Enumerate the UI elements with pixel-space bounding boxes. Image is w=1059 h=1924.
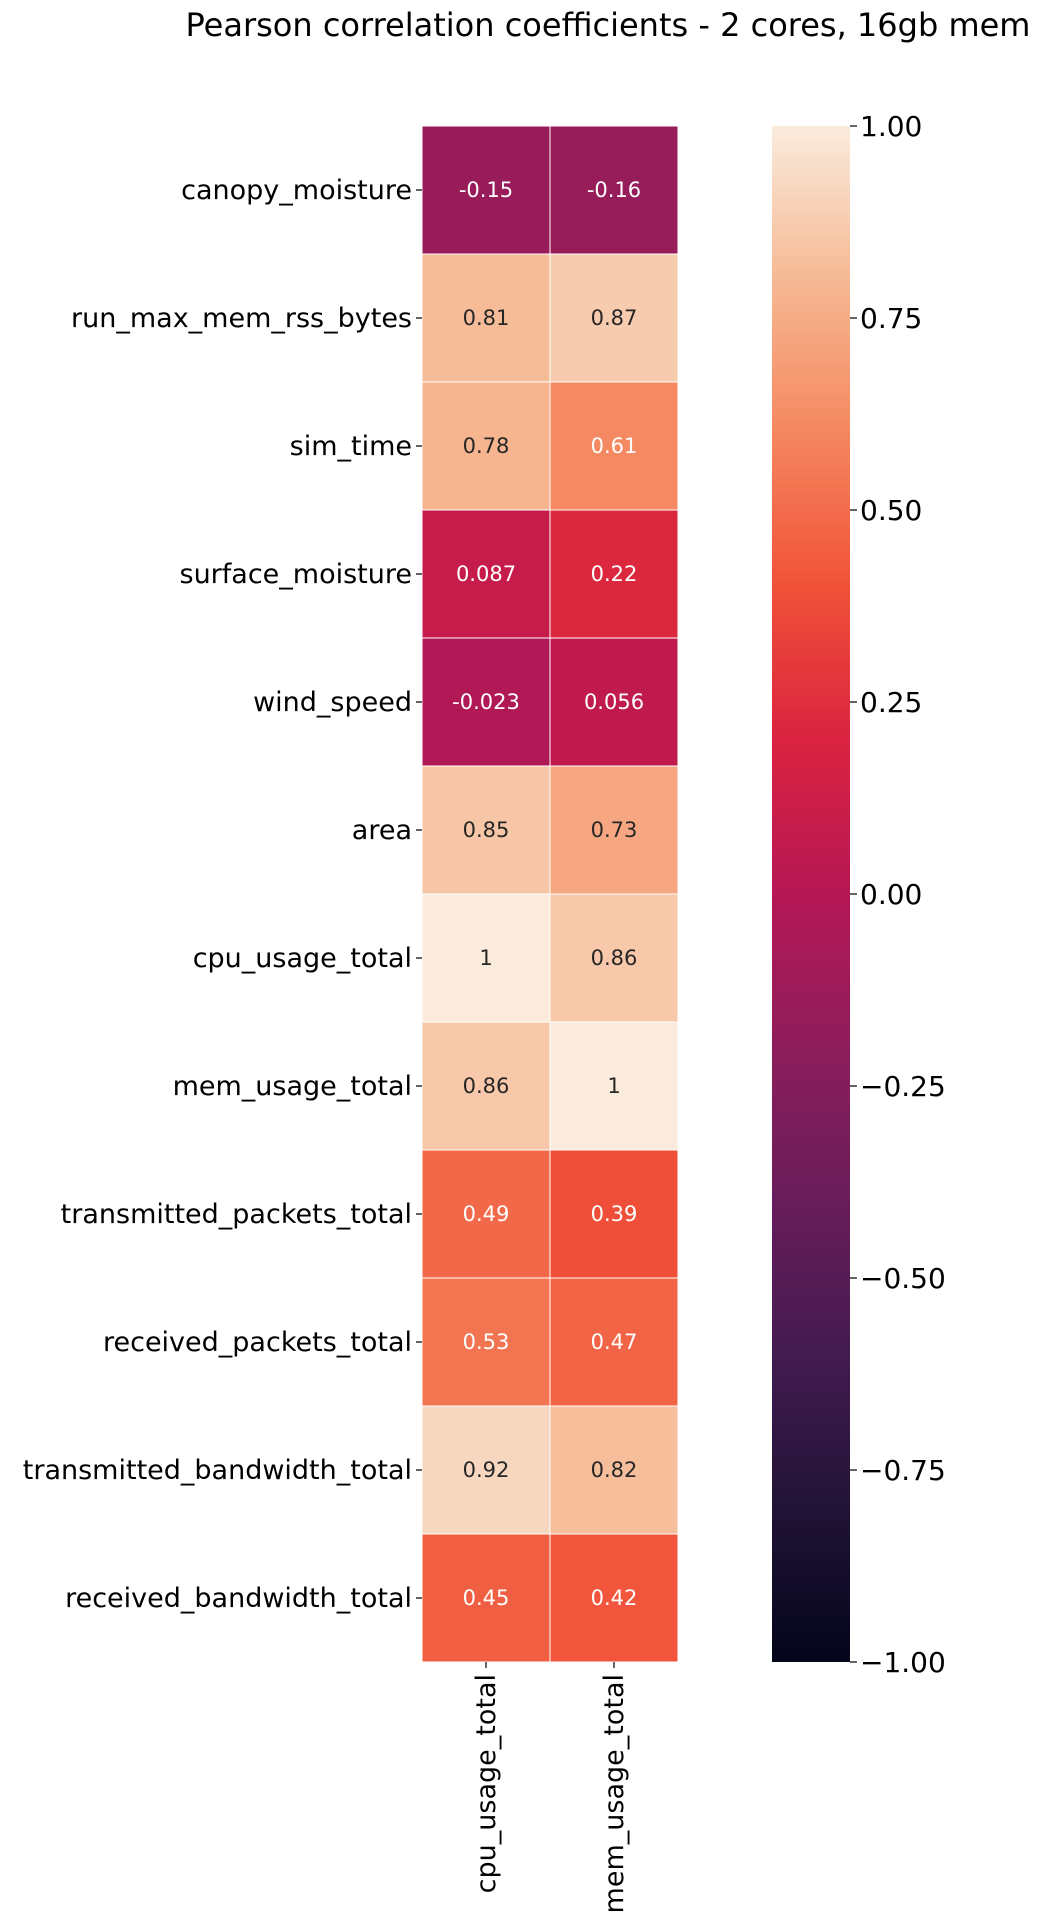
- cell-value-label: 0.42: [591, 1586, 638, 1610]
- heatmap-cell: [421, 381, 551, 511]
- heatmap-cell: [421, 1405, 551, 1535]
- cell-value-label: 0.47: [591, 1330, 638, 1354]
- cell-value-label: 0.85: [463, 818, 510, 842]
- row-label: canopy_moisture: [181, 175, 412, 206]
- cell-value-label: 0.49: [463, 1202, 510, 1226]
- cell-value-label: 0.45: [463, 1586, 510, 1610]
- column-label: cpu_usage_total: [471, 1674, 502, 1893]
- cell-value-label: 0.81: [463, 306, 510, 330]
- heatmap-cell: [549, 1021, 679, 1151]
- heatmap-cell: [421, 1149, 551, 1279]
- cell-value-label: 0.73: [591, 818, 638, 842]
- column-label: mem_usage_total: [599, 1674, 630, 1913]
- column-labels: cpu_usage_total mem_usage_total: [471, 1662, 630, 1913]
- cell-value-label: 0.53: [463, 1330, 510, 1354]
- heatmap-cell: [549, 125, 679, 255]
- cell-value-label: 0.056: [584, 690, 644, 714]
- cell-value-label: -0.15: [459, 178, 513, 202]
- heatmap-cells: -0.15 -0.16 0.81 0.87 0.78 0.61 0.087 0.22 -0.02…: [421, 125, 679, 1663]
- colorbar-tick-label: −1.00: [860, 1646, 946, 1679]
- cell-value-label: 0.92: [463, 1458, 510, 1482]
- row-label: sim_time: [290, 431, 412, 462]
- cell-value-label: 1: [479, 946, 492, 970]
- heatmap-cell: [421, 1021, 551, 1151]
- heatmap-cell: [549, 381, 679, 511]
- heatmap-cell: [549, 1277, 679, 1407]
- row-label: area: [352, 815, 412, 846]
- cell-value-label: 0.22: [591, 562, 638, 586]
- heatmap-cell: [421, 893, 551, 1023]
- cell-value-label: 0.78: [463, 434, 510, 458]
- colorbar-tick-label: −0.25: [860, 1070, 946, 1103]
- colorbar: 1.00 0.75 0.50 0.25 0.00 −0.25 −0.50 −0.75 −1.00: [772, 110, 946, 1679]
- colorbar-tick-label: 0.50: [860, 494, 922, 527]
- heatmap-cell: [549, 1149, 679, 1279]
- cell-value-label: 0.86: [591, 946, 638, 970]
- colorbar-tick-label: −0.75: [860, 1454, 946, 1487]
- colorbar-tick-label: 0.25: [860, 686, 922, 719]
- heatmap-cell: [549, 765, 679, 895]
- chart-title: Pearson correlation coefficients - 2 cor…: [186, 6, 1031, 44]
- heatmap-cell: [549, 1533, 679, 1663]
- colorbar-tick-label: 0.75: [860, 302, 922, 335]
- cell-value-label: -0.16: [587, 178, 641, 202]
- cell-value-label: 0.087: [456, 562, 516, 586]
- colorbar-tick-label: −0.50: [860, 1262, 946, 1295]
- heatmap-cell: [549, 1405, 679, 1535]
- row-label: cpu_usage_total: [193, 943, 412, 974]
- row-label: transmitted_bandwidth_total: [23, 1455, 412, 1486]
- heatmap-cell: [549, 637, 679, 767]
- heatmap-cell: [421, 253, 551, 383]
- cell-value-label: 0.82: [591, 1458, 638, 1482]
- cell-value-label: -0.023: [452, 690, 520, 714]
- heatmap-cell: [421, 1533, 551, 1663]
- row-labels: canopy_moisture run_max_mem_rss_bytes sim_…: [23, 175, 422, 1614]
- row-label: surface_moisture: [180, 559, 413, 590]
- colorbar-tick-label: 1.00: [860, 110, 922, 143]
- row-label: mem_usage_total: [173, 1071, 412, 1102]
- row-label: transmitted_packets_total: [61, 1199, 412, 1230]
- row-label: wind_speed: [253, 687, 412, 718]
- colorbar-tick-label: 0.00: [860, 878, 922, 911]
- heatmap-cell: [549, 893, 679, 1023]
- cell-value-label: 0.86: [463, 1074, 510, 1098]
- heatmap-cell: [421, 125, 551, 255]
- colorbar-gradient: [772, 126, 850, 1662]
- row-label: received_packets_total: [103, 1327, 412, 1358]
- cell-value-label: 0.39: [591, 1202, 638, 1226]
- heatmap-cell: [549, 253, 679, 383]
- row-label: received_bandwidth_total: [65, 1583, 412, 1614]
- cell-value-label: 1: [607, 1074, 620, 1098]
- heatmap-cell: [421, 1277, 551, 1407]
- heatmap-cell: [549, 509, 679, 639]
- row-label: run_max_mem_rss_bytes: [71, 303, 412, 334]
- cell-value-label: 0.61: [591, 434, 638, 458]
- cell-value-label: 0.87: [591, 306, 638, 330]
